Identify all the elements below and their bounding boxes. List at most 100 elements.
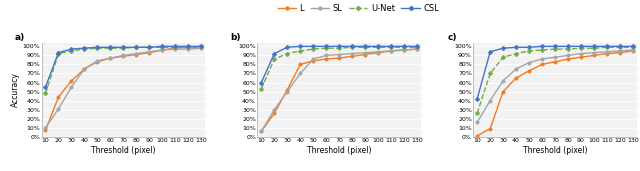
CSL bbox=[512, 46, 520, 48]
CSL bbox=[474, 98, 481, 100]
SL bbox=[335, 54, 343, 56]
L bbox=[616, 52, 624, 54]
U-Net bbox=[551, 48, 559, 50]
SL bbox=[499, 80, 507, 82]
U-Net bbox=[132, 46, 140, 48]
CSL bbox=[525, 46, 533, 48]
U-Net bbox=[348, 46, 356, 48]
CSL bbox=[348, 45, 356, 47]
U-Net bbox=[172, 46, 179, 48]
U-Net bbox=[81, 48, 88, 50]
U-Net bbox=[296, 50, 304, 52]
CSL bbox=[159, 45, 166, 47]
SL bbox=[374, 51, 382, 53]
SL bbox=[145, 51, 153, 53]
CSL bbox=[81, 47, 88, 49]
CSL bbox=[323, 45, 330, 47]
SL bbox=[603, 51, 611, 53]
U-Net bbox=[387, 46, 395, 48]
Text: c): c) bbox=[447, 33, 457, 42]
SL bbox=[296, 73, 304, 75]
SL bbox=[551, 56, 559, 58]
L bbox=[577, 56, 585, 58]
SL bbox=[93, 60, 101, 62]
SL bbox=[486, 100, 494, 102]
Line: SL: SL bbox=[476, 48, 635, 124]
U-Net bbox=[474, 112, 481, 114]
U-Net bbox=[590, 47, 598, 49]
Line: L: L bbox=[44, 45, 203, 132]
SL bbox=[54, 108, 62, 110]
L bbox=[172, 47, 179, 49]
CSL bbox=[590, 45, 598, 47]
U-Net bbox=[197, 46, 205, 48]
U-Net bbox=[374, 46, 382, 48]
CSL bbox=[172, 45, 179, 47]
L bbox=[486, 128, 494, 130]
Line: SL: SL bbox=[44, 47, 203, 129]
CSL bbox=[197, 45, 205, 47]
L bbox=[538, 63, 546, 65]
U-Net bbox=[603, 46, 611, 48]
L bbox=[474, 135, 481, 137]
CSL bbox=[284, 46, 291, 48]
SL bbox=[616, 50, 624, 52]
CSL bbox=[374, 45, 382, 47]
L bbox=[257, 130, 265, 132]
CSL bbox=[335, 45, 343, 47]
CSL bbox=[616, 45, 624, 47]
Y-axis label: Accuracy: Accuracy bbox=[11, 72, 20, 107]
L bbox=[81, 68, 88, 70]
SL bbox=[197, 47, 205, 49]
L bbox=[42, 129, 49, 131]
U-Net bbox=[538, 49, 546, 51]
SL bbox=[512, 68, 520, 70]
U-Net bbox=[335, 47, 343, 49]
CSL bbox=[629, 45, 637, 47]
U-Net bbox=[499, 56, 507, 58]
L bbox=[93, 61, 101, 63]
CSL bbox=[564, 45, 572, 47]
CSL bbox=[486, 51, 494, 53]
L bbox=[362, 54, 369, 56]
L bbox=[564, 58, 572, 60]
U-Net bbox=[284, 52, 291, 55]
SL bbox=[172, 48, 179, 50]
L bbox=[120, 55, 127, 57]
SL bbox=[413, 48, 421, 50]
CSL bbox=[296, 45, 304, 47]
SL bbox=[629, 49, 637, 51]
SL bbox=[106, 57, 114, 59]
SL bbox=[42, 127, 49, 129]
Line: SL: SL bbox=[260, 47, 419, 133]
L bbox=[184, 46, 192, 48]
X-axis label: Threshold (pixel): Threshold (pixel) bbox=[91, 146, 156, 155]
CSL bbox=[413, 45, 421, 47]
U-Net bbox=[159, 46, 166, 48]
U-Net bbox=[577, 47, 585, 49]
SL bbox=[323, 54, 330, 56]
L bbox=[68, 80, 76, 82]
L bbox=[296, 63, 304, 65]
SL bbox=[387, 50, 395, 52]
U-Net bbox=[93, 47, 101, 49]
U-Net bbox=[271, 58, 278, 60]
SL bbox=[132, 52, 140, 55]
L bbox=[197, 45, 205, 47]
SL bbox=[348, 52, 356, 55]
CSL bbox=[499, 47, 507, 49]
SL bbox=[538, 58, 546, 60]
L bbox=[132, 54, 140, 56]
Legend: L, SL, U-Net, CSL: L, SL, U-Net, CSL bbox=[278, 4, 439, 13]
Line: L: L bbox=[260, 47, 419, 133]
CSL bbox=[132, 46, 140, 48]
CSL bbox=[271, 52, 278, 55]
CSL bbox=[120, 46, 127, 48]
Line: U-Net: U-Net bbox=[476, 45, 635, 115]
L bbox=[551, 61, 559, 63]
L bbox=[54, 96, 62, 98]
SL bbox=[362, 52, 369, 54]
L bbox=[603, 52, 611, 55]
L bbox=[629, 50, 637, 52]
SL bbox=[257, 130, 265, 132]
